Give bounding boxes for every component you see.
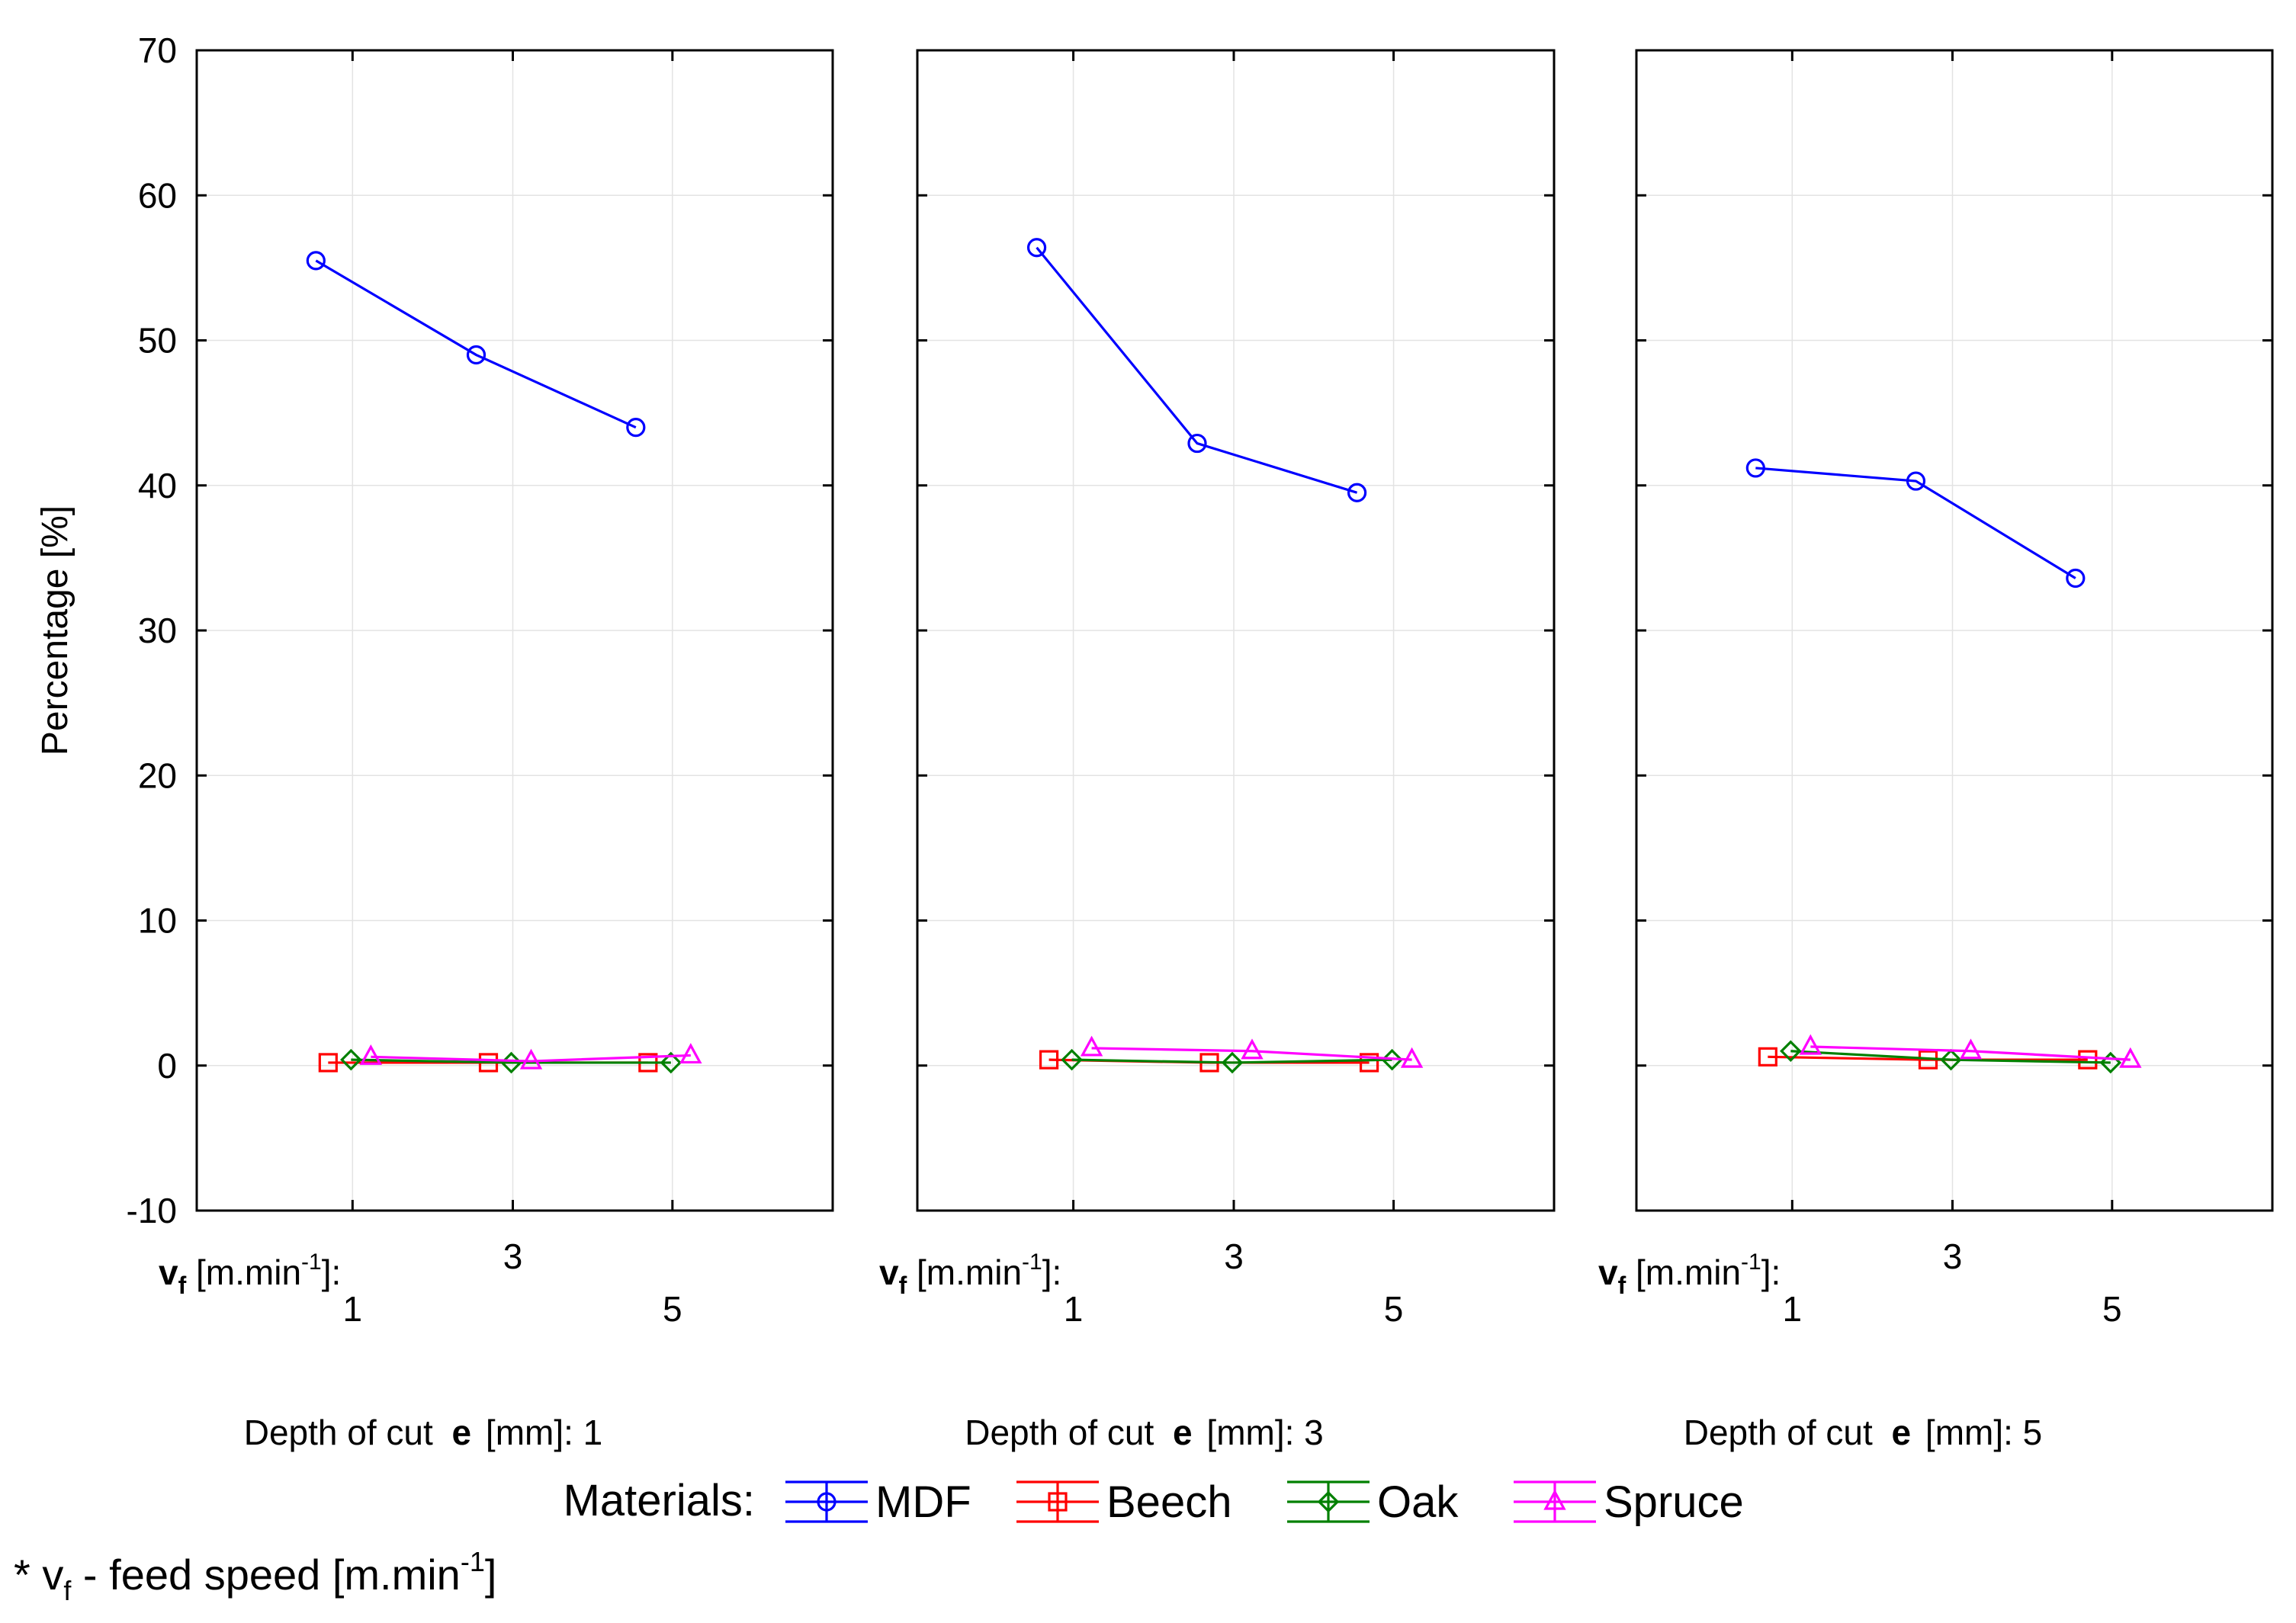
series-spruce: [1799, 1034, 2142, 1068]
x-axis-title: vf [m.min-1]:: [159, 1249, 341, 1299]
data-point-mdf: [306, 251, 326, 271]
legend-label-spruce: Spruce: [1604, 1477, 1744, 1527]
data-point-beech: [318, 1053, 338, 1073]
legend-entry-beech: Beech: [1016, 1477, 1231, 1527]
y-tick-label: 30: [138, 611, 177, 650]
data-point-oak: [1221, 1051, 1244, 1074]
series-oak: [1061, 1048, 1403, 1074]
series-mdf: [306, 251, 646, 438]
y-tick-label: 70: [138, 30, 177, 70]
y-tick-label: 50: [138, 321, 177, 361]
series-line-spruce: [1810, 1045, 2131, 1061]
data-point-mdf: [1347, 483, 1367, 502]
data-point-beech: [2078, 1050, 2098, 1070]
data-point-spruce: [1241, 1038, 1264, 1060]
x-tick-label: 3: [1943, 1236, 1963, 1276]
data-point-mdf: [1745, 458, 1765, 478]
y-tick-label: 20: [138, 755, 177, 795]
y-tick-label: 10: [138, 901, 177, 941]
data-point-beech: [1359, 1053, 1379, 1073]
panel-label: Depth of cut e [mm]: 3: [965, 1413, 1324, 1452]
series-line-beech: [1768, 1055, 2088, 1061]
legend-entry-oak: Oak: [1287, 1477, 1459, 1527]
series-line-mdf: [315, 259, 637, 429]
series-mdf: [1745, 458, 2086, 589]
x-axis-title: vf [m.min-1]:: [879, 1249, 1061, 1299]
series-line-mdf: [1755, 467, 2076, 579]
data-point-spruce: [1080, 1035, 1103, 1057]
x-tick-label: 1: [1064, 1289, 1084, 1329]
series-line-oak: [351, 1058, 671, 1064]
chart-panel-1: -10 0 10 20 30 40 50 60 70 vf [m.min-1]:1 3 5 Depth …: [127, 30, 834, 1452]
x-tick-label: 1: [1783, 1289, 1803, 1329]
x-tick-label: 5: [2102, 1289, 2122, 1329]
legend-label-beech: Beech: [1106, 1477, 1231, 1527]
legend-marker-oak: [1317, 1490, 1340, 1513]
x-tick-label: 3: [1224, 1236, 1244, 1276]
series-line-oak: [1790, 1050, 2111, 1064]
series-line-mdf: [1036, 246, 1358, 494]
x-axis-title: vf [m.min-1]:: [1598, 1249, 1781, 1299]
legend-marker-spruce: [1543, 1489, 1566, 1510]
y-tick-label: 40: [138, 466, 177, 505]
data-point-oak: [340, 1048, 362, 1071]
legend: Materials: MDF Beech Oak Spruce: [564, 1476, 1744, 1527]
x-tick-label: 1: [343, 1289, 363, 1329]
legend-marker-beech: [1048, 1492, 1068, 1512]
footnote: * vf - feed speed [m.min-1]: [14, 1546, 496, 1606]
x-tick-label: 3: [503, 1236, 523, 1276]
data-point-spruce: [679, 1043, 702, 1064]
legend-entry-spruce: Spruce: [1514, 1477, 1744, 1527]
y-axis-label: Percentage [%]: [35, 505, 75, 755]
chart-panel-2: vf [m.min-1]:1 3 5 Depth of cut e [mm]: 3: [879, 49, 1556, 1452]
data-point-mdf: [626, 418, 646, 438]
x-tick-label: 5: [663, 1289, 682, 1329]
data-point-oak: [1780, 1040, 1802, 1062]
data-point-spruce: [359, 1044, 383, 1065]
panel-label: Depth of cut e [mm]: 1: [244, 1413, 603, 1452]
data-point-spruce: [1799, 1034, 1822, 1055]
series-line-oak: [1071, 1058, 1392, 1064]
legend-label-mdf: MDF: [875, 1477, 971, 1527]
data-point-spruce: [1959, 1038, 1983, 1060]
data-point-mdf: [1187, 433, 1207, 454]
series-oak: [340, 1048, 682, 1074]
legend-title: Materials:: [564, 1476, 755, 1525]
panel-label: Depth of cut e [mm]: 5: [1684, 1413, 2043, 1452]
y-tick-label: 0: [157, 1046, 177, 1086]
data-point-mdf: [466, 345, 486, 365]
legend-marker-mdf: [817, 1492, 837, 1512]
series-spruce: [1080, 1035, 1424, 1068]
data-point-beech: [1039, 1050, 1059, 1070]
data-point-spruce: [1400, 1047, 1424, 1068]
legend-label-oak: Oak: [1377, 1477, 1459, 1527]
series-spruce: [359, 1043, 702, 1070]
series-line-spruce: [1091, 1047, 1412, 1061]
data-point-mdf: [2066, 568, 2086, 589]
series-line-spruce: [371, 1054, 691, 1063]
data-point-spruce: [2119, 1047, 2142, 1068]
data-point-spruce: [519, 1048, 543, 1070]
series-mdf: [1026, 238, 1367, 502]
data-point-oak: [660, 1051, 682, 1074]
data-point-beech: [1758, 1047, 1777, 1066]
chart-panel-3: vf [m.min-1]:1 3 5 Depth of cut e [mm]: 5: [1598, 49, 2274, 1452]
legend-entry-mdf: MDF: [785, 1477, 971, 1527]
y-tick-label: -10: [127, 1191, 177, 1230]
y-tick-label: 60: [138, 175, 177, 215]
data-point-oak: [1061, 1048, 1083, 1071]
data-point-mdf: [1026, 238, 1047, 258]
x-tick-label: 5: [1384, 1289, 1404, 1329]
data-point-mdf: [1906, 471, 1926, 491]
data-point-oak: [1381, 1048, 1403, 1071]
data-point-oak: [1940, 1048, 1962, 1071]
